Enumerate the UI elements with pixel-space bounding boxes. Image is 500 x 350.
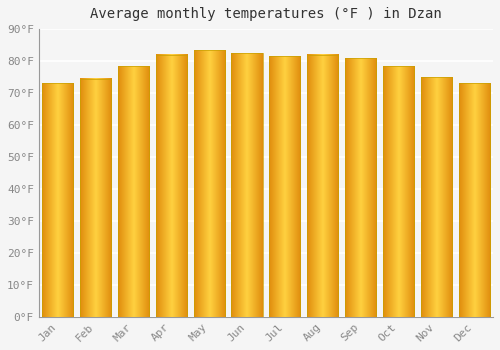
Bar: [345, 58, 376, 317]
Bar: [156, 55, 187, 317]
Bar: [458, 83, 490, 317]
Bar: [80, 79, 111, 317]
Bar: [118, 66, 149, 317]
Title: Average monthly temperatures (°F ) in Dzan: Average monthly temperatures (°F ) in Dz…: [90, 7, 442, 21]
Bar: [270, 56, 300, 317]
Bar: [307, 55, 338, 317]
Bar: [421, 77, 452, 317]
Bar: [232, 53, 262, 317]
Bar: [383, 66, 414, 317]
Bar: [42, 83, 74, 317]
Bar: [194, 50, 224, 317]
